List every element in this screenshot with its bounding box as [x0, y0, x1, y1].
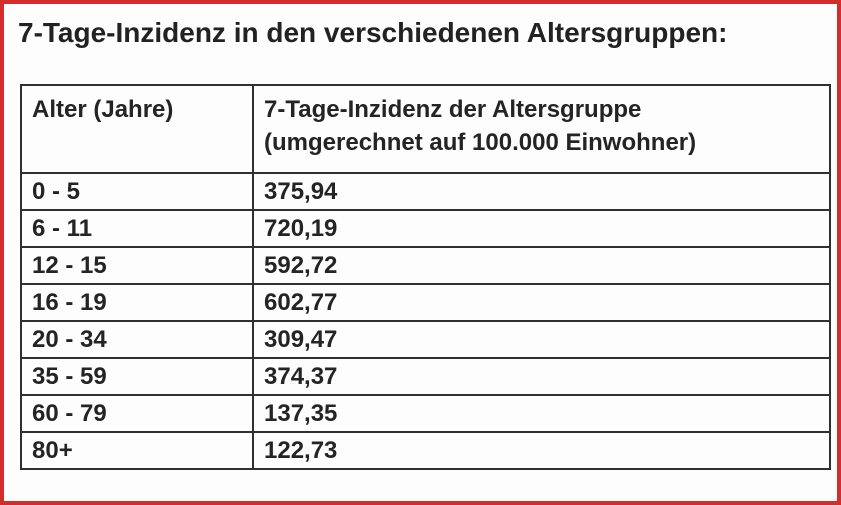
table-row: 20 - 34 309,47: [20, 320, 831, 359]
table-body: 0 - 5 375,94 6 - 11 720,19 12 - 15 592,72 16 -…: [20, 172, 831, 470]
incidence-cell: 592,72: [252, 246, 831, 285]
incidence-cell: 602,77: [252, 283, 831, 322]
table-row: 6 - 11 720,19: [20, 209, 831, 248]
table-header: Alter (Jahre) 7-Tage-Inzidenz der Alters…: [20, 84, 831, 174]
incidence-column-header: 7-Tage-Inzidenz der Altersgruppe (umgere…: [252, 84, 831, 174]
age-cell: 80+: [20, 431, 254, 470]
table-row: 0 - 5 375,94: [20, 172, 831, 211]
page-title: 7-Tage-Inzidenz in den verschiedenen Alt…: [18, 17, 728, 48]
table-row: 16 - 19 602,77: [20, 283, 831, 322]
incidence-cell: 720,19: [252, 209, 831, 248]
incidence-cell: 375,94: [252, 172, 831, 211]
age-column-header: Alter (Jahre): [20, 84, 254, 174]
age-cell: 16 - 19: [20, 283, 254, 322]
incidence-table: Alter (Jahre) 7-Tage-Inzidenz der Alters…: [20, 84, 831, 470]
header-row: Alter (Jahre) 7-Tage-Inzidenz der Alters…: [20, 84, 831, 174]
age-cell: 12 - 15: [20, 246, 254, 285]
incidence-header-line2: (umgerechnet auf 100.000 Einwohner): [264, 129, 697, 156]
incidence-cell: 374,37: [252, 357, 831, 396]
incidence-header-line1: 7-Tage-Inzidenz der Altersgruppe: [264, 96, 642, 123]
age-cell: 60 - 79: [20, 394, 254, 433]
age-cell: 6 - 11: [20, 209, 254, 248]
table-row: 80+ 122,73: [20, 431, 831, 470]
table-row: 35 - 59 374,37: [20, 357, 831, 396]
incidence-cell: 122,73: [252, 431, 831, 470]
age-cell: 0 - 5: [20, 172, 254, 211]
age-cell: 20 - 34: [20, 320, 254, 359]
table-row: 60 - 79 137,35: [20, 394, 831, 433]
table-row: 12 - 15 592,72: [20, 246, 831, 285]
age-cell: 35 - 59: [20, 357, 254, 396]
incidence-cell: 137,35: [252, 394, 831, 433]
incidence-cell: 309,47: [252, 320, 831, 359]
